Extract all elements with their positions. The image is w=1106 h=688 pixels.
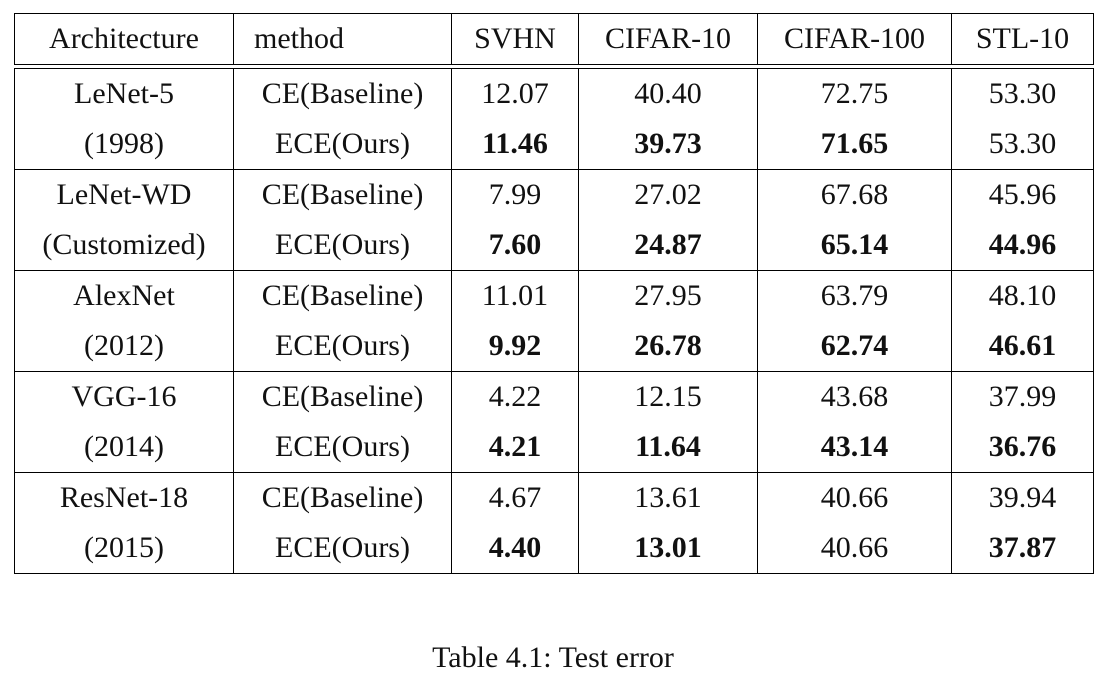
method-cell: ECE(Ours) [233,220,452,271]
stl10-cell: 37.87 [951,523,1094,574]
header-architecture: Architecture [14,13,234,65]
cifar100-cell: 40.66 [757,523,952,574]
svhn-cell: 4.67 [451,472,579,523]
svhn-cell: 7.99 [451,169,579,220]
cifar100-cell: 63.79 [757,270,952,321]
method-cell: CE(Baseline) [233,169,452,220]
method-cell: ECE(Ours) [233,321,452,372]
stl10-cell: 44.96 [951,220,1094,271]
table-group-vgg16: VGG-16 CE(Baseline) 4.22 12.15 43.68 37.… [14,371,1094,473]
svhn-cell: 4.21 [451,422,579,473]
header-cifar100: CIFAR-100 [757,13,952,65]
table-group-resnet18: ResNet-18 CE(Baseline) 4.67 13.61 40.66 … [14,472,1094,574]
table-group-lenet-wd: LeNet-WD CE(Baseline) 7.99 27.02 67.68 4… [14,169,1094,271]
architecture-year: (Customized) [14,220,234,271]
table-row: (2015) ECE(Ours) 4.40 13.01 40.66 37.87 [14,523,1094,574]
stl10-cell: 46.61 [951,321,1094,372]
cifar10-cell: 24.87 [578,220,758,271]
cifar10-cell: 11.64 [578,422,758,473]
cifar10-cell: 40.40 [578,68,758,119]
architecture-name: VGG-16 [14,371,234,422]
stl10-cell: 53.30 [951,119,1094,170]
cifar100-cell: 72.75 [757,68,952,119]
stl10-cell: 48.10 [951,270,1094,321]
table-group-alexnet: AlexNet CE(Baseline) 11.01 27.95 63.79 4… [14,270,1094,372]
method-cell: CE(Baseline) [233,472,452,523]
cifar100-cell: 40.66 [757,472,952,523]
svhn-cell: 12.07 [451,68,579,119]
cifar10-cell: 13.61 [578,472,758,523]
cifar10-cell: 39.73 [578,119,758,170]
method-cell: ECE(Ours) [233,523,452,574]
header-method: method [233,13,452,65]
svhn-cell: 11.46 [451,119,579,170]
architecture-year: (2014) [14,422,234,473]
method-cell: CE(Baseline) [233,68,452,119]
stl10-cell: 45.96 [951,169,1094,220]
stl10-cell: 39.94 [951,472,1094,523]
architecture-year: (2012) [14,321,234,372]
cifar10-cell: 27.95 [578,270,758,321]
cifar10-cell: 27.02 [578,169,758,220]
method-cell: ECE(Ours) [233,119,452,170]
table-row: (2014) ECE(Ours) 4.21 11.64 43.14 36.76 [14,422,1094,473]
cifar10-cell: 12.15 [578,371,758,422]
stl10-cell: 37.99 [951,371,1094,422]
architecture-name: ResNet-18 [14,472,234,523]
architecture-name: LeNet-5 [14,68,234,119]
method-cell: CE(Baseline) [233,371,452,422]
architecture-name: LeNet-WD [14,169,234,220]
table-row: LeNet-5 CE(Baseline) 12.07 40.40 72.75 5… [14,68,1094,119]
table-group-lenet5: LeNet-5 CE(Baseline) 12.07 40.40 72.75 5… [14,68,1094,170]
table-row: (Customized) ECE(Ours) 7.60 24.87 65.14 … [14,220,1094,271]
svhn-cell: 4.22 [451,371,579,422]
cifar100-cell: 67.68 [757,169,952,220]
stl10-cell: 53.30 [951,68,1094,119]
table-row: LeNet-WD CE(Baseline) 7.99 27.02 67.68 4… [14,169,1094,220]
svhn-cell: 11.01 [451,270,579,321]
cifar100-cell: 43.68 [757,371,952,422]
cifar100-cell: 65.14 [757,220,952,271]
header-svhn: SVHN [451,13,579,65]
stl10-cell: 36.76 [951,422,1094,473]
table-row: ResNet-18 CE(Baseline) 4.67 13.61 40.66 … [14,472,1094,523]
svhn-cell: 7.60 [451,220,579,271]
cifar100-cell: 43.14 [757,422,952,473]
table-row: (1998) ECE(Ours) 11.46 39.73 71.65 53.30 [14,119,1094,170]
cifar100-cell: 71.65 [757,119,952,170]
architecture-year: (1998) [14,119,234,170]
table-row: VGG-16 CE(Baseline) 4.22 12.15 43.68 37.… [14,371,1094,422]
svhn-cell: 9.92 [451,321,579,372]
header-stl10: STL-10 [951,13,1094,65]
method-cell: CE(Baseline) [233,270,452,321]
table-caption: Table 4.1: Test error [432,641,674,674]
architecture-year: (2015) [14,523,234,574]
header-cifar10: CIFAR-10 [578,13,758,65]
svhn-cell: 4.40 [451,523,579,574]
cifar10-cell: 26.78 [578,321,758,372]
table-row: AlexNet CE(Baseline) 11.01 27.95 63.79 4… [14,270,1094,321]
architecture-name: AlexNet [14,270,234,321]
header-row: Architecture method SVHN CIFAR-10 CIFAR-… [14,13,1094,65]
method-cell: ECE(Ours) [233,422,452,473]
table-row: (2012) ECE(Ours) 9.92 26.78 62.74 46.61 [14,321,1094,372]
cifar100-cell: 62.74 [757,321,952,372]
results-table: Architecture method SVHN CIFAR-10 CIFAR-… [14,13,1094,574]
cifar10-cell: 13.01 [578,523,758,574]
